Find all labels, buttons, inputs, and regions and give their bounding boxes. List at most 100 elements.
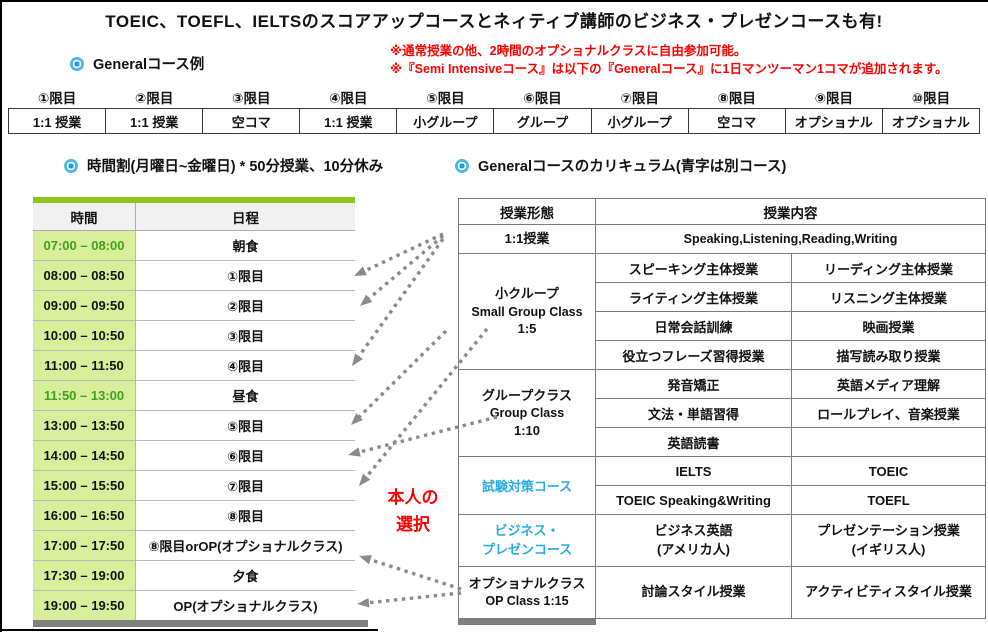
- schedule-time: 11:00 – 11:50: [33, 350, 136, 381]
- page-border-top: [0, 0, 988, 2]
- daily-schedule-table: 時間 日程 07:00 – 08:00 朝食 08:00 – 08:50 ①限目…: [33, 197, 368, 627]
- schedule-label: ⑦限目: [135, 470, 355, 501]
- class-content: TOEIC Speaking&Writing: [595, 485, 792, 515]
- group-en: Group Class: [489, 406, 565, 421]
- period-header: ③限目: [202, 86, 300, 109]
- table-row: ライティング主体授業 リスニング主体授業: [459, 282, 986, 312]
- table-row: 13:00 – 13:50 ⑤限目: [33, 410, 355, 441]
- schedule-label: 朝食: [135, 230, 355, 261]
- schedule-label: ①限目: [135, 260, 355, 291]
- period-value: オプショナル: [784, 108, 883, 134]
- periods-header-row: ①限目 ②限目 ③限目 ④限目 ⑤限目 ⑥限目 ⑦限目 ⑧限目 ⑨限目 ⑩限目: [8, 86, 980, 109]
- class-content: リスニング主体授業: [791, 282, 986, 312]
- class-content: 英語メディア理解: [791, 369, 986, 399]
- small-group-jp: 小クループ: [495, 286, 559, 302]
- period-value: 空コマ: [202, 108, 301, 134]
- class-content: 描写読み取り授業: [791, 340, 986, 370]
- table-row: 19:00 – 19:50 OP(オプショナルクラス): [33, 590, 355, 620]
- class-content: アクティビティスタイル授業: [791, 566, 986, 619]
- period-value: グループ: [493, 108, 592, 134]
- table-row: 試験対策コース IELTS TOEIC: [458, 456, 986, 515]
- period-header: ②限目: [105, 86, 203, 109]
- schedule-time: 07:00 – 08:00: [33, 230, 136, 261]
- table-row: 日常会話訓練 映画授業: [459, 311, 986, 341]
- schedule-label: 夕食: [135, 560, 355, 591]
- schedule-time: 11:50 – 13:00: [33, 380, 136, 411]
- section-timetable-label: 時間割(月曜日~金曜日) * 50分授業、10分休み: [87, 159, 384, 175]
- class-type-small-group: 小クループ Small Group Class 1:5: [458, 253, 596, 370]
- table-row: 07:00 – 08:00 朝食: [33, 230, 355, 261]
- schedule-time: 16:00 – 16:50: [33, 500, 136, 531]
- class-type-1on1: 1:1授業: [458, 224, 596, 254]
- notes-red: ※通常授業の他、2時間のオプショナルクラスに自由参加可能。 ※『Semi Int…: [390, 42, 948, 78]
- schedule-bottom-bar: [33, 620, 368, 627]
- table-row: 小クループ Small Group Class 1:5 スピーキング主体授業 リ…: [458, 253, 986, 370]
- period-value: 小グループ: [396, 108, 495, 134]
- table-row: 役立つフレーズ習得授業 描写読み取り授業: [459, 340, 986, 370]
- personal-choice-line2: 選択: [396, 515, 430, 535]
- schedule-label: ⑤限目: [135, 410, 355, 441]
- schedule-time: 09:00 – 09:50: [33, 290, 136, 321]
- schedule-time: 15:00 – 15:50: [33, 470, 136, 501]
- schedule-label: OP(オプショナルクラス): [135, 590, 355, 620]
- period-header: ⑦限目: [591, 86, 689, 109]
- schedule-header-row: 時間 日程: [33, 203, 355, 231]
- class-content: プレゼンテーション授業 (イギリス人): [791, 514, 986, 567]
- optional-label-jp: オプショナルクラス: [468, 575, 586, 591]
- small-group-ratio: 1:5: [517, 321, 537, 337]
- schedule-time: 08:00 – 08:50: [33, 260, 136, 291]
- schedule-label: ④限目: [135, 350, 355, 381]
- page-title: TOEIC、TOEFL、IELTSのスコアアップコースとネィティブ講師のビジネス…: [105, 12, 883, 31]
- class-content: IELTS: [595, 456, 792, 486]
- schedule-label: ②限目: [135, 290, 355, 321]
- table-row: 11:00 – 11:50 ④限目: [33, 350, 355, 381]
- class-content: リーディング主体授業: [791, 253, 986, 283]
- table-row: 英語読書: [459, 427, 986, 457]
- period-value: 空コマ: [687, 108, 786, 134]
- period-value: オプショナル: [881, 108, 981, 134]
- schedule-time: 17:30 – 19:00: [33, 560, 136, 591]
- class-content: TOEFL: [791, 485, 986, 515]
- business-content-line1: プレゼンテーション授業: [817, 522, 960, 538]
- schedule-time: 14:00 – 14:50: [33, 440, 136, 471]
- curriculum-table: 授業形態 授業内容 1:1授業 Speaking,Listening,Readi…: [458, 198, 986, 625]
- table-row: 文法・単語習得 ロールプレイ、音楽授業: [459, 398, 986, 428]
- schedule-col-time: 時間: [33, 203, 136, 231]
- personal-choice-line1: 本人の: [387, 488, 439, 507]
- class-content: Speaking,Listening,Reading,Writing: [595, 224, 986, 254]
- table-row: グループクラス Group Class 1:10 発音矯正 英語メディア理解: [458, 369, 986, 457]
- section-general-example-label: Generalコース例: [93, 57, 205, 73]
- class-type-optional: オプショナルクラス OP Class 1:15: [458, 566, 596, 619]
- table-row: 11:50 – 13:00 昼食: [33, 380, 355, 411]
- section-general-example: Generalコース例: [70, 53, 204, 74]
- period-header: ⑨限目: [785, 86, 883, 109]
- page-border-bottom: [0, 629, 378, 631]
- schedule-label: ③限目: [135, 320, 355, 351]
- table-row: 17:30 – 19:00 夕食: [33, 560, 355, 591]
- section-curriculum-label: Generalコースのカリキュラム(青字は別コース): [478, 159, 787, 175]
- business-label-line1: ビジネス・: [494, 522, 560, 538]
- class-type-exam-course: 試験対策コース: [458, 456, 596, 515]
- business-content-line2: (イギリス人): [851, 541, 926, 557]
- period-header: ④限目: [299, 86, 397, 109]
- table-row: ビジネス・ プレゼンコース ビジネス英語 (アメリカ人) プレゼンテーション授業…: [458, 514, 986, 567]
- schedule-time: 10:00 – 10:50: [33, 320, 136, 351]
- schedule-label: ⑧限目: [135, 500, 355, 531]
- schedule-col-program: 日程: [135, 203, 355, 231]
- table-row: オプショナルクラス OP Class 1:15 討論スタイル授業 アクティビティ…: [458, 566, 986, 619]
- schedule-label: 昼食: [135, 380, 355, 411]
- note-line: ※通常授業の他、2時間のオプショナルクラスに自由参加可能。: [390, 44, 747, 58]
- schedule-time: 13:00 – 13:50: [33, 410, 136, 441]
- group-jp: グループクラス: [482, 387, 572, 403]
- curriculum-col-content: 授業内容: [595, 198, 986, 225]
- small-group-en: Small Group Class: [471, 304, 583, 319]
- class-content: 文法・単語習得: [595, 398, 792, 428]
- section-timetable: 時間割(月曜日~金曜日) * 50分授業、10分休み: [64, 155, 383, 176]
- class-type-business-course: ビジネス・ プレゼンコース: [458, 514, 596, 567]
- class-content: ビジネス英語 (アメリカ人): [595, 514, 792, 567]
- class-content: ライティング主体授業: [595, 282, 792, 312]
- period-header: ①限目: [8, 86, 106, 109]
- class-content: 英語読書: [595, 427, 792, 457]
- schedule-top-accent-bar: [33, 197, 355, 203]
